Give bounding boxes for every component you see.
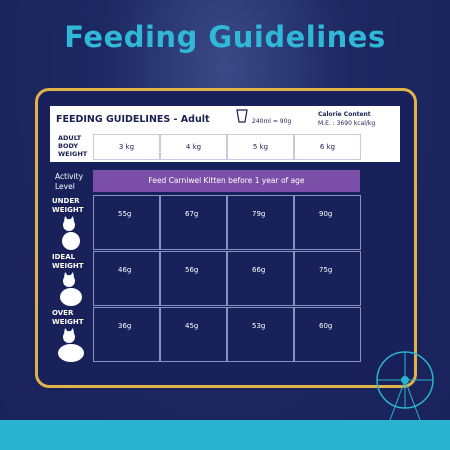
value-cell: 90g bbox=[294, 195, 361, 250]
value-cell: 46g bbox=[93, 251, 160, 306]
value-cell: 67g bbox=[160, 195, 227, 250]
value-cell: 45g bbox=[160, 307, 227, 362]
page-title: Feeding Guidelines bbox=[64, 20, 386, 54]
value-cell: 60g bbox=[294, 307, 361, 362]
cat-icon bbox=[60, 272, 82, 306]
row-label: IDEAL WEIGHT bbox=[52, 253, 84, 270]
bottom-strip bbox=[0, 420, 450, 450]
activity-label: Activity Level bbox=[55, 172, 84, 191]
weight-label: ADULT BODY WEIGHT bbox=[58, 134, 88, 158]
card-title: FEEDING GUIDELINES - Adult bbox=[56, 114, 210, 125]
calorie-value: M.E. : 3690 kcal/kg bbox=[318, 120, 376, 127]
value-cell: 53g bbox=[227, 307, 294, 362]
value-cell: 79g bbox=[227, 195, 294, 250]
value-cell: 66g bbox=[227, 251, 294, 306]
measure: 240ml = 90g bbox=[252, 118, 292, 125]
calorie-title: Calorie Content bbox=[318, 111, 371, 118]
row-label: UNDER WEIGHT bbox=[52, 197, 84, 214]
cup-icon bbox=[236, 109, 248, 123]
value-cell: 75g bbox=[294, 251, 361, 306]
weight-cell: 3 kg bbox=[93, 134, 160, 160]
cat-icon bbox=[58, 328, 84, 362]
cat-icon bbox=[62, 216, 80, 250]
row-label: OVER WEIGHT bbox=[52, 309, 84, 326]
weight-cell: 5 kg bbox=[227, 134, 294, 160]
weight-cell: 6 kg bbox=[294, 134, 361, 160]
value-cell: 36g bbox=[93, 307, 160, 362]
weight-cell: 4 kg bbox=[160, 134, 227, 160]
value-cell: 56g bbox=[160, 251, 227, 306]
value-cell: 55g bbox=[93, 195, 160, 250]
banner: Feed Carniwel Kitten before 1 year of ag… bbox=[93, 170, 360, 192]
ferris-wheel bbox=[376, 351, 434, 420]
